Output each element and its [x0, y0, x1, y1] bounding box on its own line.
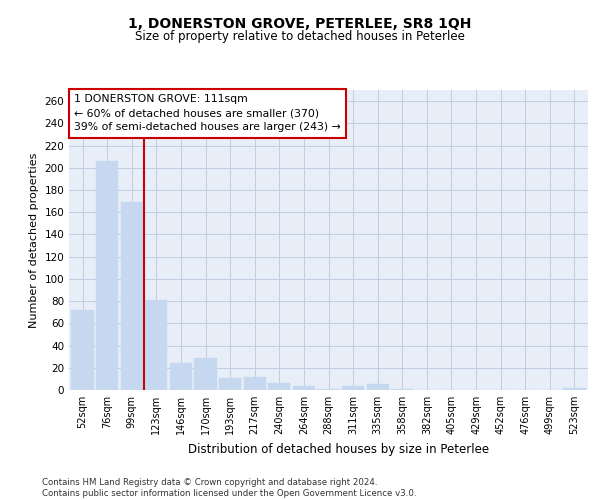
Bar	[170, 364, 192, 390]
Bar	[96, 161, 118, 390]
Bar	[194, 358, 217, 390]
Bar	[317, 389, 340, 390]
Text: 1 DONERSTON GROVE: 111sqm
← 60% of detached houses are smaller (370)
39% of semi: 1 DONERSTON GROVE: 111sqm ← 60% of detac…	[74, 94, 341, 132]
Y-axis label: Number of detached properties: Number of detached properties	[29, 152, 39, 328]
Bar	[268, 384, 290, 390]
Bar	[391, 389, 413, 390]
Text: Contains HM Land Registry data © Crown copyright and database right 2024.
Contai: Contains HM Land Registry data © Crown c…	[42, 478, 416, 498]
Bar	[244, 376, 266, 390]
Bar	[563, 388, 586, 390]
Bar	[71, 310, 94, 390]
Text: 1, DONERSTON GROVE, PETERLEE, SR8 1QH: 1, DONERSTON GROVE, PETERLEE, SR8 1QH	[128, 18, 472, 32]
Text: Size of property relative to detached houses in Peterlee: Size of property relative to detached ho…	[135, 30, 465, 43]
Bar	[121, 202, 143, 390]
Bar	[342, 386, 364, 390]
Bar	[219, 378, 241, 390]
Text: Distribution of detached houses by size in Peterlee: Distribution of detached houses by size …	[188, 442, 490, 456]
Bar	[145, 300, 167, 390]
Bar	[293, 386, 315, 390]
Bar	[367, 384, 389, 390]
